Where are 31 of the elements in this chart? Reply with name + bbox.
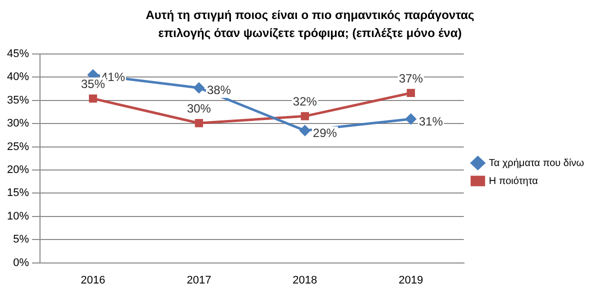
y-tick-label: 25% <box>6 140 30 153</box>
legend-label: Η ποιότητα <box>488 176 538 187</box>
legend-label: Τα χρήματα που δίνω <box>488 158 584 169</box>
point <box>194 119 204 128</box>
data-label: 30% <box>186 101 212 116</box>
y-tick-label: 35% <box>6 94 30 106</box>
data-label: 32% <box>292 94 318 108</box>
x-tick-label: 2016 <box>80 274 106 286</box>
data-label: 31% <box>418 114 444 128</box>
point <box>194 82 204 94</box>
y-tick-label: 5% <box>13 234 30 246</box>
y-tick-label: 0% <box>13 256 30 269</box>
point <box>406 88 415 98</box>
point <box>406 114 416 124</box>
data-label: 35% <box>80 76 106 91</box>
x-tick-label: 2017 <box>186 274 212 286</box>
y-tick-label: 15% <box>6 187 30 200</box>
point <box>300 112 309 120</box>
data-label: 29% <box>312 126 338 140</box>
data-label: 38% <box>206 83 232 98</box>
y-tick-label: 40% <box>6 71 30 84</box>
data-label: 37% <box>398 71 424 86</box>
y-tick-label: 10% <box>6 210 30 222</box>
y-tick-label: 45% <box>6 48 30 60</box>
x-tick-label: 2018 <box>292 274 318 286</box>
x-tick-label: 2019 <box>398 274 424 286</box>
chart-title: Αυτή τη στιγμή ποιος είναι ο πιο σημαντικός παράγοντας επιλογής όταν ψωνίζετε τρόφιμα; (επιλέξτε μόνο ένα) <box>144 7 476 42</box>
point <box>88 94 98 103</box>
point <box>300 125 310 136</box>
y-tick-label: 20% <box>6 164 30 176</box>
y-tick-label: 30% <box>6 118 30 130</box>
